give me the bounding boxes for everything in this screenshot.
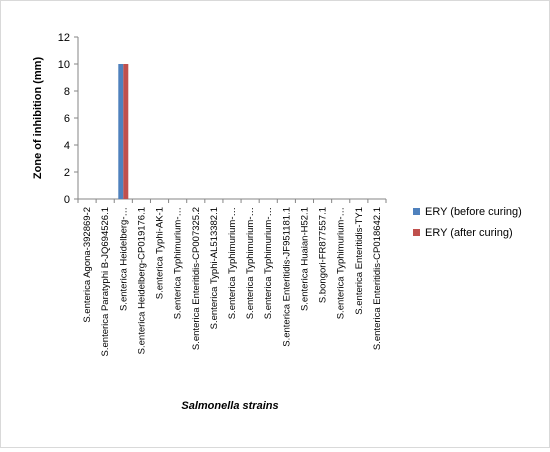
x-tick-label: S.enterica Enteritidis-TY1 [354,207,365,315]
x-tick-label: S.enterica Typhi-AK-1 [155,207,166,299]
y-tick-label: 8 [64,86,70,98]
x-tick-label: S.enterica Heidelberg-CP019176.1 [136,207,147,354]
x-tick-label: S.enterica Typhimurium-… [263,207,274,319]
y-tick-label: 4 [64,140,70,152]
x-tick-label: S.enterica Typhimurium-… [173,207,184,319]
x-tick-label: S.enterica Paratyphi B-JQ694526.1 [100,207,111,356]
x-tick-label: S.enterica Heidelberg-… [118,207,129,311]
legend-swatch [413,229,420,236]
x-tick-label: S.enterica Huaian-H52.1 [299,207,310,311]
x-tick-label: S.enterica Enteritidis-JF951181.1 [281,207,292,347]
x-ticks: S.enterica Agona-392869-2 S.enterica Para… [77,199,387,356]
x-tick-label: S.bongori-FR877557.1 [318,207,329,303]
bar [118,64,124,199]
y-tick-label: 2 [64,167,70,179]
x-tick-label: S.enterica Enteritidis-CP018642.1 [372,207,383,350]
x-tick-label: S.enterica Typhimurium-… [227,207,238,319]
bars [118,64,129,199]
y-axis-label: Zone of inhibition (mm) [32,57,44,180]
y-tick-label: 10 [58,59,70,71]
bar [123,64,129,199]
x-axis-label: Salmonella strains [181,400,278,412]
x-tick-label: S.enterica Enteritidis-CP007325.2 [191,207,202,350]
y-tick-label: 12 [58,32,70,44]
legend-swatch [413,208,420,215]
y-ticks: 0 2 4 6 8 10 12 [58,32,78,206]
legend: ERY (before curing) ERY (after curing) [413,206,522,239]
x-tick-label: S.enterica Typhi-AL513382.1 [209,207,220,329]
x-tick-label: S.enterica Typhimurium-… [245,207,256,319]
y-tick-label: 6 [64,113,70,125]
y-tick-label: 0 [64,194,70,206]
legend-label: ERY (before curing) [425,206,522,218]
legend-label: ERY (after curing) [425,227,513,239]
x-tick-label: S.enterica Typhimurium-… [336,207,347,319]
x-tick-label: S.enterica Agona-392869-2 [82,207,93,323]
